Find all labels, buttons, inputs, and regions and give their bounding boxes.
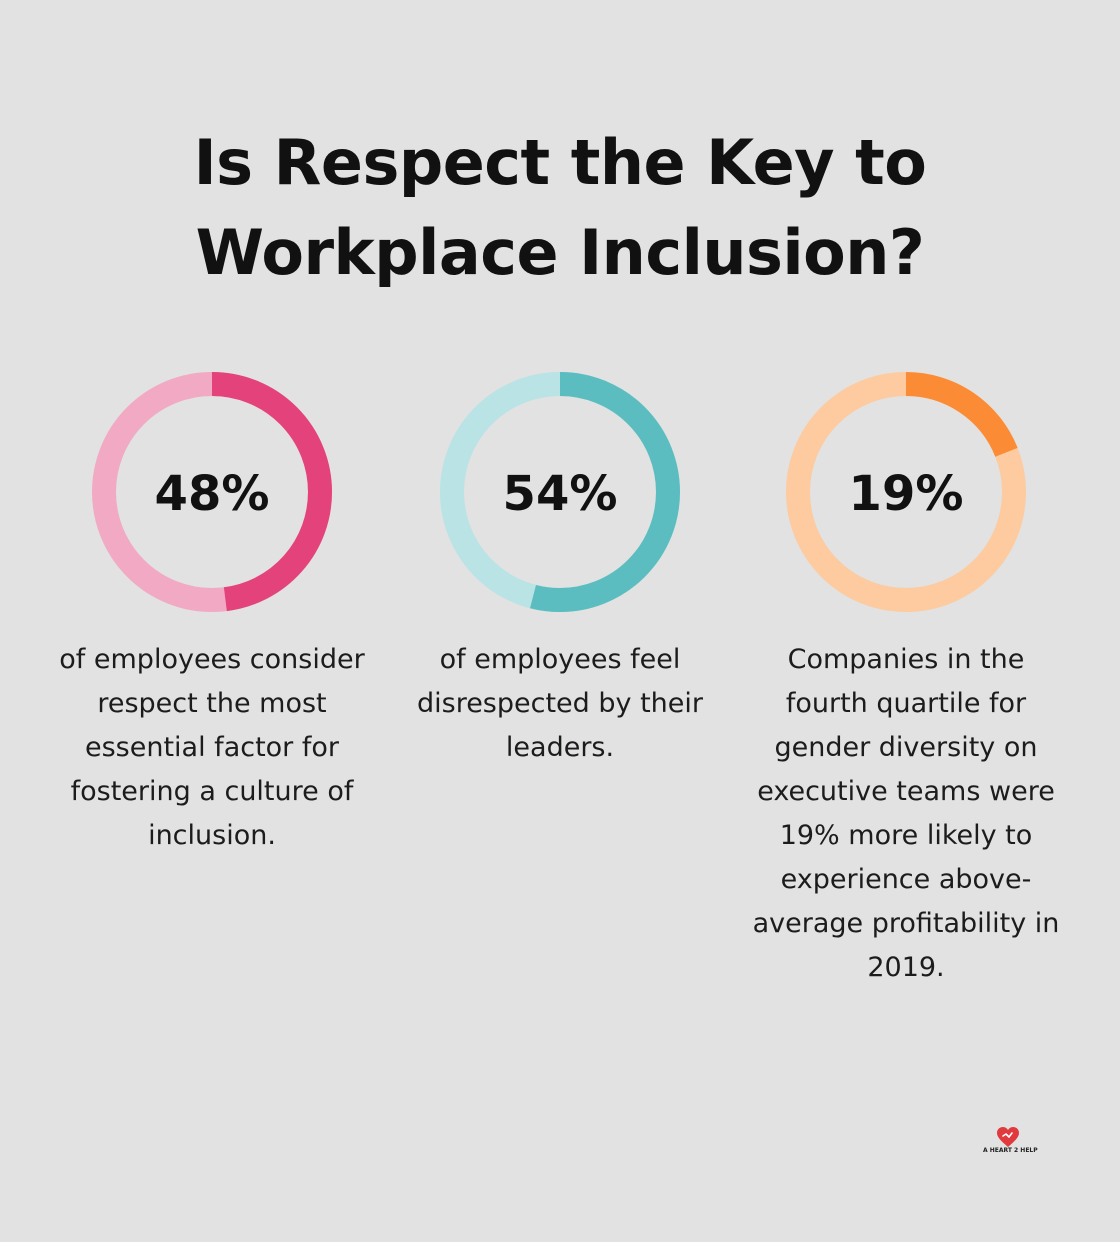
donut-fill [92,372,332,612]
donut-chart-disrespected: 54% [440,372,680,612]
stat-description: of employees feel disrespected by their … [416,644,704,763]
stat-respect: 48% of employees consider respect the mo… [52,372,372,858]
donut-chart-gender-diversity: 19% [786,372,1026,612]
stat-value: 19% [849,466,964,522]
stat-disrespected: 54% of employees feel disrespected by th… [400,372,720,770]
stat-description: of employees consider respect the most e… [59,644,365,851]
stat-value: 54% [503,466,618,522]
donut-fill [440,372,680,612]
stat-description: Companies in the fourth quartile for gen… [752,644,1060,983]
donut-chart-respect: 48% [92,372,332,612]
title-line-1: Is Respect the Key to [193,126,927,199]
logo-text: A HEART 2 HELP [983,1147,1038,1154]
title-line-2: Workplace Inclusion? [195,216,925,289]
stat-gender-diversity: 19% Companies in the fourth quartile for… [746,372,1066,990]
stat-value: 48% [155,466,270,522]
donut-fill [786,372,1026,612]
brand-logo: A HEART 2 HELP [983,1126,1038,1158]
heart-logo-icon [997,1127,1019,1147]
page-title: Is Respect the Key to Workplace Inclusio… [0,118,1120,298]
